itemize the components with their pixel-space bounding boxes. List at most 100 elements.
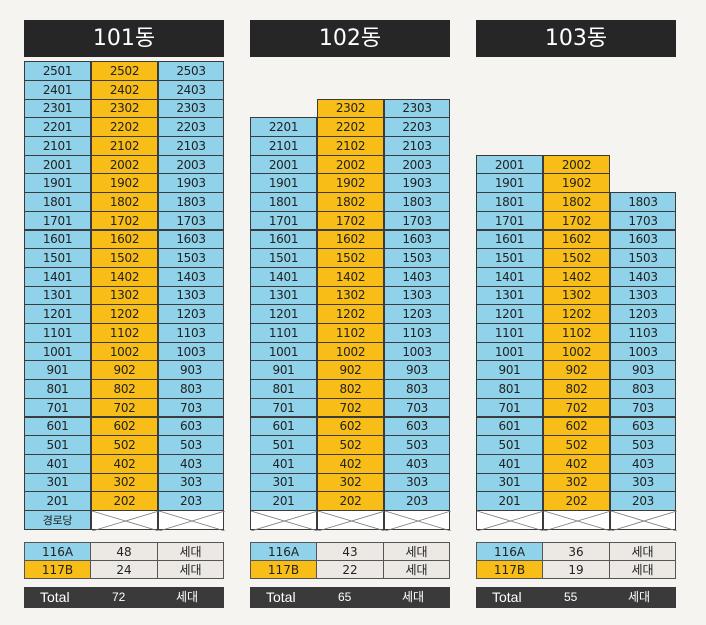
- unit-cell: 703: [158, 397, 224, 418]
- type-a-label: 116A: [476, 542, 543, 561]
- unit-cell: 1801: [476, 192, 543, 212]
- unit-cell: 2203: [384, 117, 450, 137]
- unit-cell: 1103: [158, 323, 224, 343]
- unit-cell: 802: [543, 379, 610, 399]
- type-b-unit: 세대: [383, 560, 450, 579]
- unit-cell: 303: [384, 472, 450, 493]
- unit-cell: 703: [384, 397, 450, 418]
- cross-mark-icon: [544, 511, 611, 531]
- unit-cell: 503: [158, 435, 224, 455]
- unit-cell: 1701: [250, 210, 317, 231]
- unit-cell: 703: [610, 397, 676, 418]
- unit-cell: 2302: [91, 98, 158, 119]
- unit-cell: 201: [24, 491, 91, 511]
- total-label: Total: [492, 589, 522, 605]
- unit-cell: 301: [250, 472, 317, 493]
- unit-cell: 502: [91, 435, 158, 455]
- unit-cell: 1403: [158, 266, 224, 287]
- unit-cell: 601: [476, 416, 543, 437]
- type-b-label: 117B: [250, 560, 317, 579]
- unit-cell: 2303: [158, 98, 224, 119]
- cross-mark-icon: [611, 511, 677, 531]
- building-title: 102동: [250, 20, 450, 57]
- unit-cell: 1502: [317, 248, 384, 268]
- unit-cell: 1903: [158, 173, 224, 194]
- unit-cell: 1602: [91, 229, 158, 250]
- total-count: 55: [564, 590, 578, 604]
- unit-cell: 903: [158, 360, 224, 381]
- ground-crossed-cell: [158, 510, 225, 531]
- unit-cell: 1402: [317, 266, 384, 287]
- unit-cell: 1901: [476, 173, 543, 194]
- unit-cell: 1802: [543, 192, 610, 212]
- unit-cell: 1203: [610, 304, 676, 324]
- ground-crossed-cell: [317, 510, 385, 531]
- cross-mark-icon: [477, 511, 544, 531]
- ground-crossed-cell: [476, 510, 544, 531]
- unit-cell: 2101: [24, 136, 91, 156]
- unit-cell: 302: [543, 472, 610, 493]
- unit-cell: 702: [91, 397, 158, 418]
- unit-cell: 1501: [250, 248, 317, 268]
- type-a-count: 48: [90, 542, 158, 561]
- unit-cell: 1003: [384, 341, 450, 362]
- unit-cell: 2302: [317, 98, 384, 119]
- unit-cell: 1902: [543, 173, 610, 194]
- unit-cell: 1102: [543, 323, 610, 343]
- unit-cell: 603: [158, 416, 224, 437]
- unit-cell: 903: [610, 360, 676, 381]
- unit-cell: 403: [158, 453, 224, 474]
- unit-cell: 2102: [91, 136, 158, 156]
- unit-cell: 1603: [384, 229, 450, 250]
- unit-cell: 502: [317, 435, 384, 455]
- unit-cell: 2403: [158, 79, 224, 100]
- unit-cell: 202: [317, 491, 384, 511]
- unit-cell: 201: [476, 491, 543, 511]
- unit-cell: 1401: [24, 266, 91, 287]
- unit-cell: 602: [91, 416, 158, 437]
- unit-cell: 1702: [543, 210, 610, 231]
- unit-cell: 1603: [610, 229, 676, 250]
- unit-cell: 901: [24, 360, 91, 381]
- unit-cell: 1201: [250, 304, 317, 324]
- unit-cell: 1401: [476, 266, 543, 287]
- unit-cell: 2102: [317, 136, 384, 156]
- unit-cell: 1101: [24, 323, 91, 343]
- unit-cell: 503: [384, 435, 450, 455]
- unit-cell: 501: [24, 435, 91, 455]
- unit-cell: 1803: [610, 192, 676, 212]
- unit-cell: 2001: [24, 154, 91, 175]
- unit-cell: 1003: [610, 341, 676, 362]
- unit-cell: 1601: [24, 229, 91, 250]
- unit-cell: 301: [476, 472, 543, 493]
- unit-cell: 403: [610, 453, 676, 474]
- unit-cell: 801: [476, 379, 543, 399]
- unit-cell: 603: [384, 416, 450, 437]
- total-unit: 세대: [628, 590, 651, 604]
- unit-cell: 1101: [250, 323, 317, 343]
- unit-cell: 902: [317, 360, 384, 381]
- unit-cell: 1901: [24, 173, 91, 194]
- type-a-label: 116A: [250, 542, 317, 561]
- type-b-label: 117B: [476, 560, 543, 579]
- unit-cell: 901: [250, 360, 317, 381]
- unit-cell: 2402: [91, 79, 158, 100]
- unit-cell: 602: [317, 416, 384, 437]
- unit-cell: 2201: [250, 117, 317, 137]
- unit-cell: 1802: [317, 192, 384, 212]
- unit-cell: 2002: [91, 154, 158, 175]
- unit-cell: 1203: [158, 304, 224, 324]
- unit-cell: 1103: [384, 323, 450, 343]
- unit-cell: 1603: [158, 229, 224, 250]
- unit-cell: 501: [476, 435, 543, 455]
- unit-cell: 1102: [317, 323, 384, 343]
- ground-crossed-cell: [250, 510, 318, 531]
- unit-cell: 902: [543, 360, 610, 381]
- unit-cell: 2202: [91, 117, 158, 137]
- unit-cell: 1703: [610, 210, 676, 231]
- unit-cell: 1202: [317, 304, 384, 324]
- unit-cell: 2002: [317, 154, 384, 175]
- total-bar: Total 55 세대: [476, 587, 676, 608]
- unit-cell: 603: [610, 416, 676, 437]
- unit-cell: 1703: [384, 210, 450, 231]
